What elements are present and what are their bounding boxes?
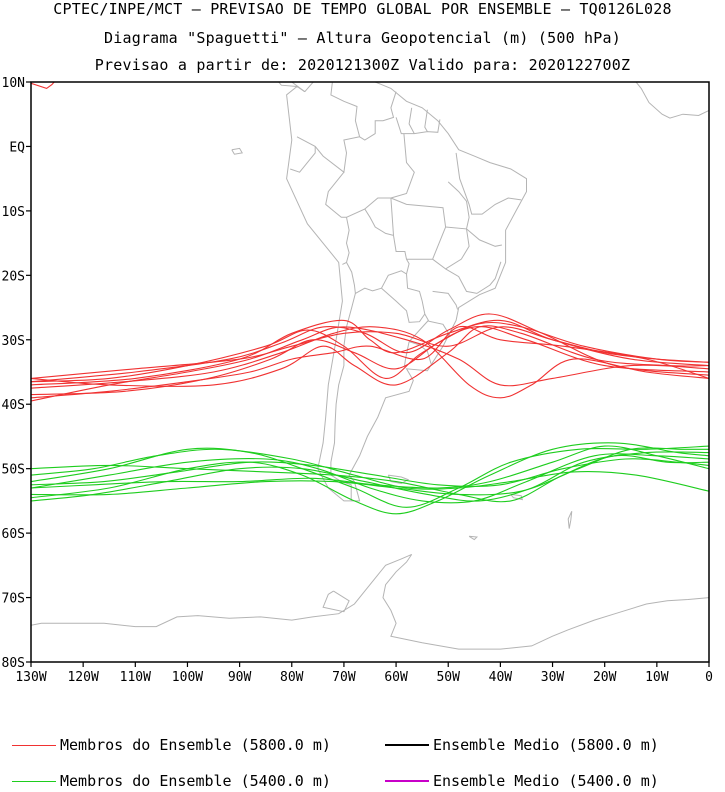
border-bolivia-brazil <box>346 208 410 275</box>
contour-line-5800-member-3 <box>31 326 709 383</box>
border-peru-brazil <box>325 171 347 218</box>
contour-line-5400-member-6 <box>31 445 709 489</box>
border-ecuador-peru <box>290 146 316 173</box>
border-suriname <box>408 107 415 134</box>
lon-tick-label: 120W <box>67 670 98 685</box>
contour-fragment-5800 <box>31 82 55 90</box>
contour-line-5800-member-6 <box>31 325 709 387</box>
legend-item-mean-5400: Ensemble Medio (5400.0 m) <box>385 772 659 790</box>
lat-tick-label: EQ <box>9 140 25 155</box>
lon-tick-label: 60W <box>384 670 408 685</box>
border-paraguay-argentina <box>381 287 426 323</box>
lon-tick-label: 130W <box>15 670 46 685</box>
contour-line-5800-member-4 <box>31 326 709 402</box>
legend-label-mean-5400: Ensemble Medio (5400.0 m) <box>433 772 659 790</box>
south-america-coast <box>286 82 527 502</box>
lat-tick-label: 40S <box>2 398 25 413</box>
chart-title-line-2: Diagrama "Spaguetti" – Altura Geopotenci… <box>104 29 621 47</box>
border-paraguay-brazil <box>406 273 426 315</box>
south-orkney <box>468 535 479 541</box>
lon-tick-label: 40W <box>489 670 513 685</box>
contour-line-5400-member-9 <box>31 442 709 515</box>
state-northeast <box>455 152 522 215</box>
chart-title-line-3: Previsao a partir de: 2020121300Z Valido… <box>94 56 631 74</box>
border-bolivia-argentina <box>355 287 382 294</box>
border-uruguay-brazil <box>408 341 432 364</box>
lon-tick-label: 10W <box>645 670 669 685</box>
lat-tick-label: 10N <box>2 76 25 91</box>
state-minas-sp <box>445 261 502 294</box>
state-sc-rs <box>428 320 451 336</box>
south-georgia <box>510 493 524 501</box>
coastline-layer <box>31 82 709 650</box>
legend-item-members-5800: Membros do Ensemble (5800.0 m) <box>12 736 331 754</box>
lat-tick-label: 80S <box>2 656 25 671</box>
border-peru-bolivia <box>345 217 350 263</box>
border-bolivia-chile <box>346 262 356 294</box>
south-sandwich <box>567 510 573 529</box>
lon-tick-label: 70W <box>332 670 356 685</box>
contour-line-5400-member-8 <box>31 458 709 487</box>
contour-line-5800-member-9 <box>31 321 709 396</box>
lon-tick-label: 110W <box>120 670 151 685</box>
state-rondonia <box>364 197 394 236</box>
legend-label-members-5800: Membros do Ensemble (5800.0 m) <box>60 736 331 754</box>
lon-tick-label: 50W <box>436 670 460 685</box>
contour-line-5800-member-8 <box>31 313 709 383</box>
lat-tick-label: 60S <box>2 527 25 542</box>
antarctic-peninsula <box>31 553 412 628</box>
lon-tick-label: 0 <box>705 670 713 685</box>
lon-tick-label: 80W <box>280 670 304 685</box>
legend-label-mean-5800: Ensemble Medio (5800.0 m) <box>433 736 659 754</box>
legend-swatch-black <box>385 744 429 746</box>
contour-line-5800-member-1 <box>31 326 709 379</box>
lat-tick-label: 50S <box>2 463 25 478</box>
legend-swatch-green <box>12 780 56 782</box>
contour-line-5800-member-7 <box>31 326 709 399</box>
state-mato-grosso <box>390 197 447 260</box>
legend-item-members-5400: Membros do Ensemble (5400.0 m) <box>12 772 331 790</box>
state-goias <box>432 226 470 270</box>
weddell-coast <box>382 554 709 650</box>
lon-tick-label: 100W <box>172 670 203 685</box>
border-colombia-venezuela <box>330 82 361 137</box>
border-frenchguiana <box>424 109 428 132</box>
chart-title-line-1: CPTEC/INPE/MCT – PREVISAO DE TEMPO GLOBA… <box>53 0 672 18</box>
contour-line-5400-member-5 <box>31 451 709 502</box>
border-colombia-peru <box>296 136 360 174</box>
alexander-island <box>322 590 350 613</box>
border-peru-chile <box>342 261 347 265</box>
central-america-caribbean <box>278 82 298 87</box>
lat-tick-label: 30S <box>2 334 25 349</box>
lon-tick-label: 20W <box>593 670 617 685</box>
state-sp-parana <box>432 290 459 310</box>
border-bolivia-paraguay <box>381 270 407 289</box>
legend-label-members-5400: Membros do Ensemble (5400.0 m) <box>60 772 331 790</box>
lat-tick-label: 20S <box>2 269 25 284</box>
contour-line-5400-member-1 <box>31 445 709 508</box>
border-venezuela-guyana <box>359 91 397 141</box>
lat-tick-label: 10S <box>2 205 25 220</box>
contour-line-5400-member-7 <box>31 448 709 492</box>
lon-tick-label: 30W <box>541 670 565 685</box>
central-america-coast <box>289 82 306 93</box>
lat-tick-label: 70S <box>2 592 25 607</box>
west-africa-coast <box>635 82 709 119</box>
state-tocantins <box>447 181 470 230</box>
state-bahia-minas <box>466 228 502 247</box>
legend-item-mean-5800: Ensemble Medio (5800.0 m) <box>385 736 659 754</box>
lon-tick-label: 90W <box>228 670 252 685</box>
state-amazonas-para <box>390 133 415 199</box>
plot-frame <box>30 81 710 663</box>
contour-lines-layer <box>31 82 709 515</box>
contour-line-5800-member-5 <box>31 325 709 399</box>
border-guyanas-brazil <box>395 117 441 135</box>
border-uruguay-argentina <box>403 341 410 367</box>
galapagos <box>231 147 243 155</box>
legend-swatch-magenta <box>385 780 429 782</box>
contour-line-5400-member-2 <box>31 453 709 504</box>
legend-swatch-red <box>12 744 56 746</box>
